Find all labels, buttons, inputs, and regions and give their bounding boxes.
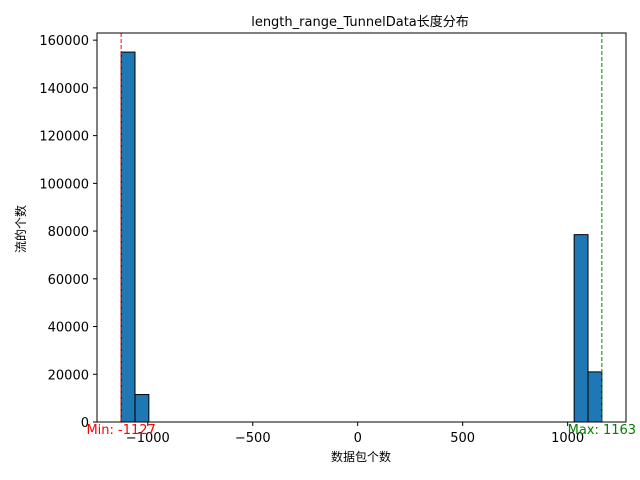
- annotation-labels: Min: -1127 Max: 1163: [86, 423, 636, 438]
- chart-title: length_range_TunnelData长度分布: [251, 14, 469, 30]
- x-tick-label-1: −500: [235, 431, 271, 446]
- y-tick-label-1: 20000: [48, 368, 89, 383]
- y-tick-label-8: 160000: [39, 34, 89, 49]
- histogram-bar-3: [587, 371, 603, 423]
- x-tick-label-2: 0: [354, 431, 362, 446]
- x-ticks: −1000 −500 0 500 1000: [126, 422, 584, 446]
- x-tick-label-3: 500: [450, 431, 475, 446]
- y-axis-label: 流的个数: [13, 205, 28, 253]
- y-tick-label-0: 0: [81, 416, 89, 431]
- bars-group: [120, 51, 603, 423]
- x-tick-label-0: −1000: [126, 431, 170, 446]
- y-tick-label-6: 120000: [39, 130, 89, 145]
- y-tick-label-4: 80000: [48, 225, 89, 240]
- y-tick-label-5: 100000: [39, 177, 89, 192]
- histogram-bar-2: [573, 234, 589, 423]
- annotation-lines: [120, 33, 603, 422]
- annotation-label-0: Min: -1127: [86, 423, 155, 438]
- y-tick-label-7: 140000: [39, 82, 89, 97]
- x-tick-label-4: 1000: [551, 431, 584, 446]
- x-axis-label: 数据包个数: [331, 449, 391, 464]
- y-ticks: 0 20000 40000 60000 80000 100000 120000 140000 1…: [39, 34, 97, 431]
- annotation-label-1: Max: 1163: [568, 423, 636, 438]
- plot-frame: [96, 32, 627, 423]
- y-tick-label-2: 40000: [48, 321, 89, 336]
- y-tick-label-3: 60000: [48, 273, 89, 288]
- histogram-bar-0: [120, 51, 136, 423]
- histogram-bar-1: [134, 394, 150, 423]
